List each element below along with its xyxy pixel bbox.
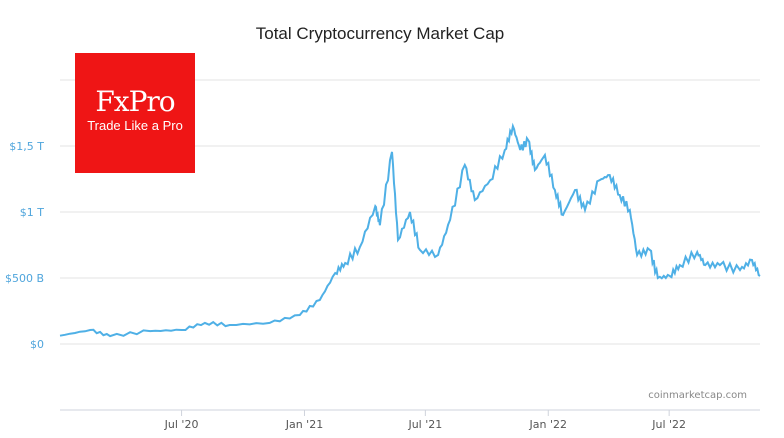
chart-title: Total Cryptocurrency Market Cap: [256, 24, 504, 43]
y-tick-label: $1,5 T: [9, 140, 44, 153]
logo-brand: FxPro: [95, 85, 175, 118]
y-tick-label: $500 B: [5, 272, 44, 285]
x-tick-label: Jul '20: [164, 418, 199, 431]
market-cap-line: [59, 122, 761, 338]
y-tick-label: $0: [30, 338, 44, 351]
logo-tagline: Trade Like a Pro: [87, 118, 183, 133]
x-tick-label: Jan '22: [529, 418, 567, 431]
watermark: coinmarketcap.com: [648, 390, 747, 401]
x-tick-label: Jul '21: [407, 418, 442, 431]
fxpro-logo: FxPro Trade Like a Pro: [75, 53, 195, 173]
x-tick-label: Jul '22: [651, 418, 686, 431]
x-tick-label: Jan '21: [285, 418, 323, 431]
y-tick-label: $1 T: [20, 206, 44, 219]
